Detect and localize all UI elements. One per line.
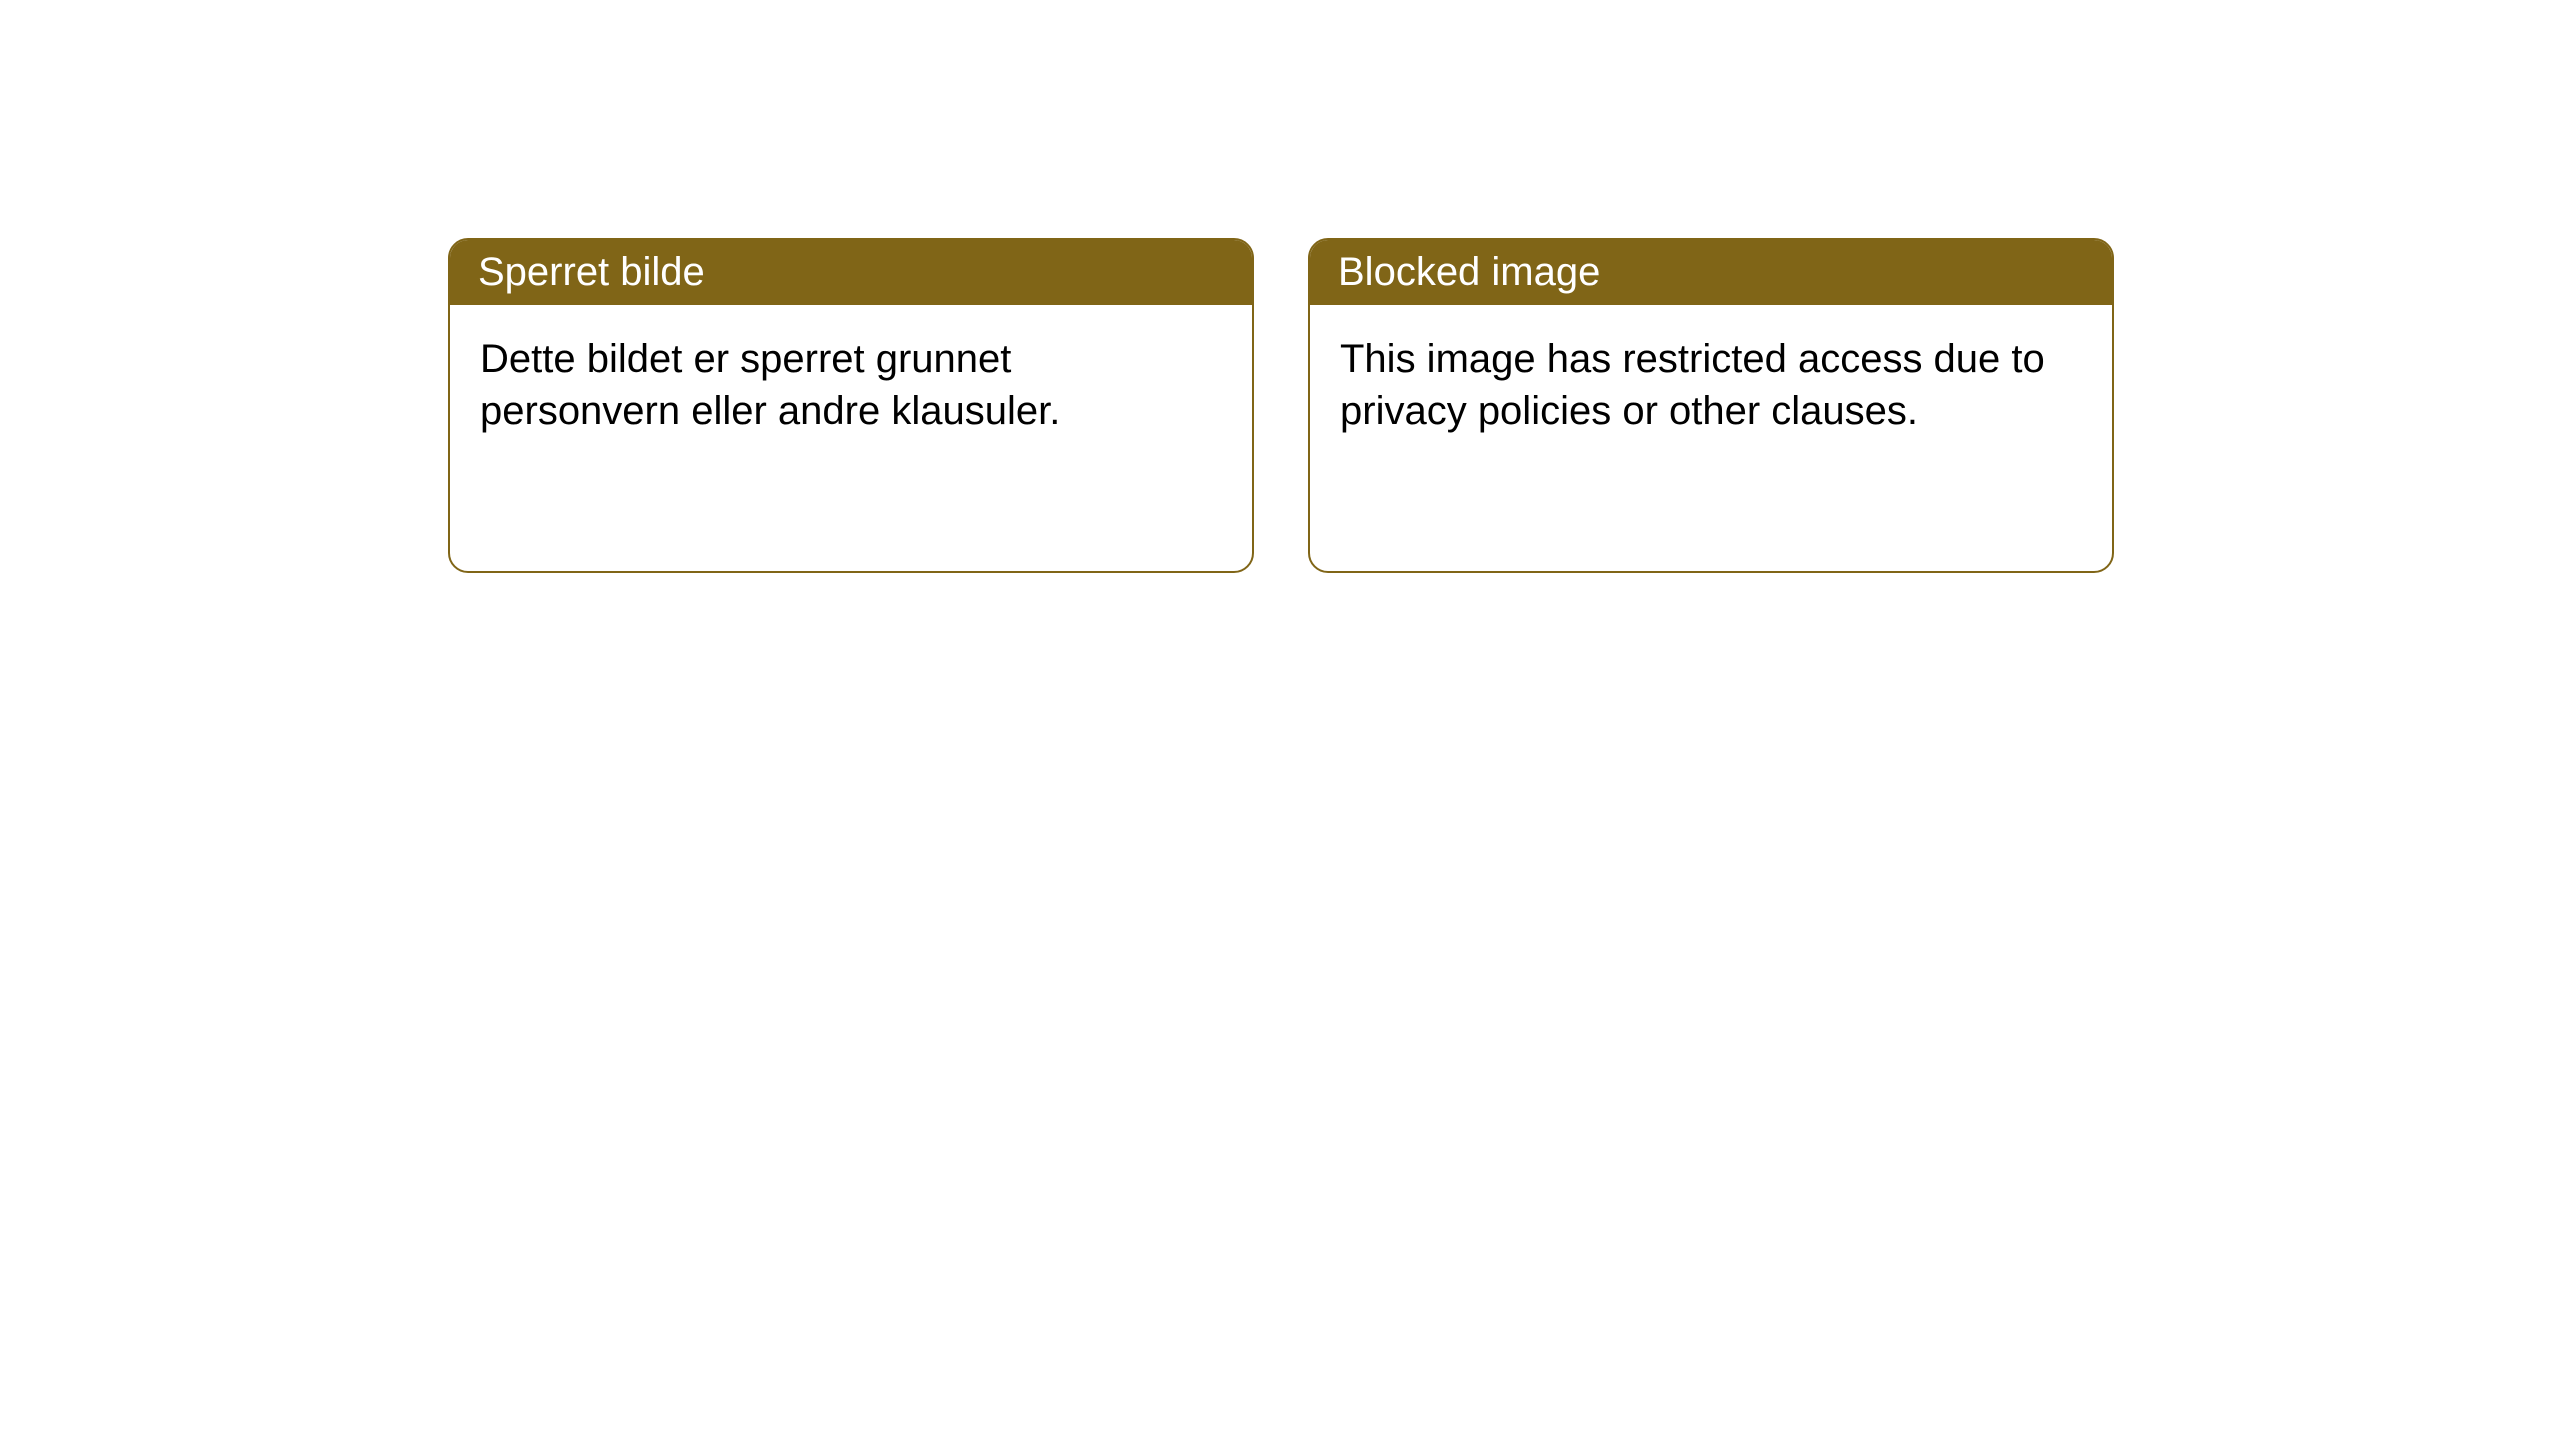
notice-body-english: This image has restricted access due to … [1310,305,2112,465]
notice-title-english: Blocked image [1310,240,2112,305]
notice-row: Sperret bilde Dette bildet er sperret gr… [0,0,2560,573]
notice-card-english: Blocked image This image has restricted … [1308,238,2114,573]
notice-body-norwegian: Dette bildet er sperret grunnet personve… [450,305,1252,465]
notice-title-norwegian: Sperret bilde [450,240,1252,305]
notice-card-norwegian: Sperret bilde Dette bildet er sperret gr… [448,238,1254,573]
